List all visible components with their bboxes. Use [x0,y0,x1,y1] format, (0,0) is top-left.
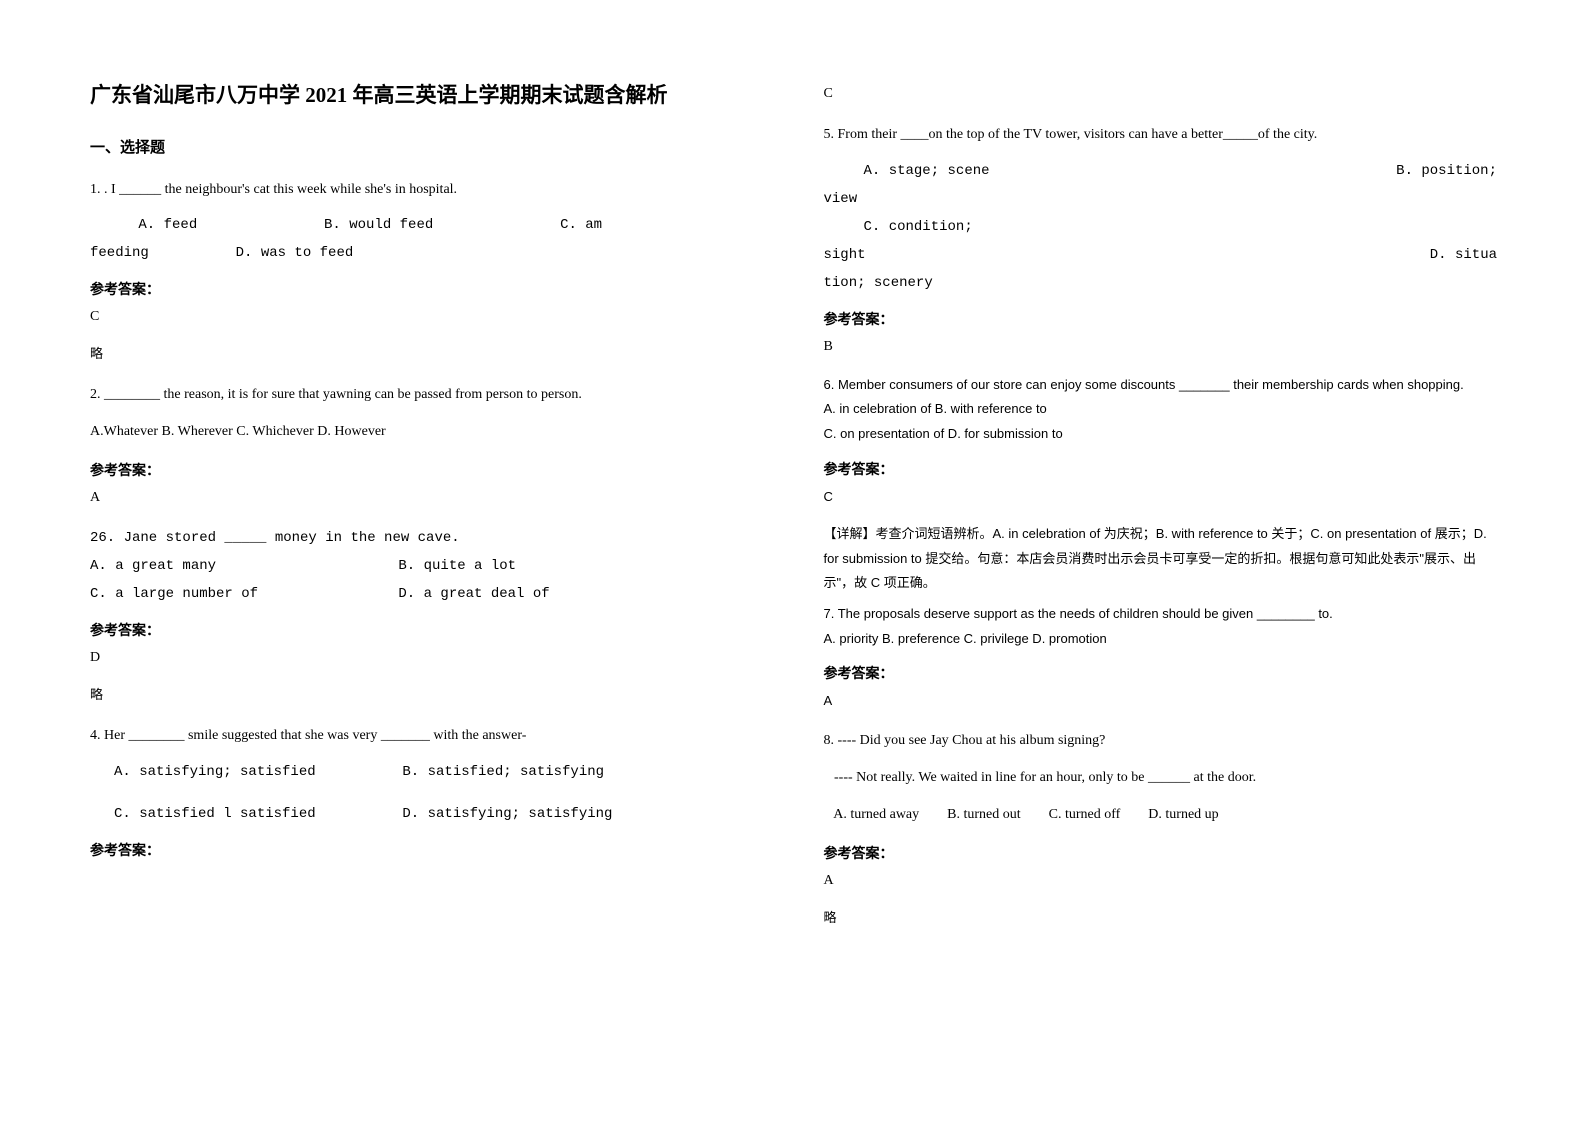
q4-answer: C [824,86,1498,102]
q5-opt-b-cont: view [824,185,1498,213]
q5-opt-c-cont: sight [824,241,866,269]
document-title: 广东省汕尾市八万中学 2021 年高三英语上学期期末试题含解析 [90,80,764,112]
answer-label: 参考答案： [90,840,764,860]
question-5: 5. From their ____on the top of the TV t… [824,120,1498,297]
q5-opt-d: D. situa [1430,241,1497,269]
q26-opts-row1: A. a great many B. quite a lot [90,552,764,580]
question-26: 26. Jane stored _____ money in the new c… [90,524,764,608]
q7-answer: A [824,693,1498,708]
q5-answer: B [824,339,1498,355]
q5-opts-row2: C. condition; [824,213,1498,241]
q5-opt-a: A. stage; scene [864,157,990,185]
question-8: 8. ---- Did you see Jay Chou at his albu… [824,726,1498,830]
q6-opts-ab: A. in celebration of B. with reference t… [824,397,1498,422]
q4-opt-c: C. satisfied l satisfied [114,800,394,828]
q8-stem-line1: 8. ---- Did you see Jay Chou at his albu… [824,726,1498,757]
answer-label: 参考答案： [824,309,1498,329]
q4-opts-row2: C. satisfied l satisfied D. satisfying; … [90,800,764,828]
q26-opt-a: A. a great many [90,552,390,580]
answer-label: 参考答案： [90,279,764,299]
q4-stem: 4. Her ________ smile suggested that she… [90,721,764,752]
q26-opts-row2: C. a large number of D. a great deal of [90,580,764,608]
omitted-text: 略 [90,343,764,362]
answer-label: 参考答案： [824,843,1498,863]
q2-options: A.Whatever B. Wherever C. Whichever D. H… [90,417,764,448]
q4-opts-row1: A. satisfying; satisfied B. satisfied; s… [90,758,764,786]
q1-opt-b: B. would feed [324,217,433,233]
q1-options-row2: feeding D. was to feed [90,239,764,267]
question-4: 4. Her ________ smile suggested that she… [90,721,764,828]
q2-stem: 2. ________ the reason, it is for sure t… [90,380,764,411]
q8-options: A. turned away B. turned out C. turned o… [824,800,1498,831]
q1-answer: C [90,309,764,325]
answer-label: 参考答案： [90,460,764,480]
q5-stem: 5. From their ____on the top of the TV t… [824,120,1498,151]
q26-stem: 26. Jane stored _____ money in the new c… [90,524,764,552]
answer-label: 参考答案： [90,620,764,640]
q5-opt-c: C. condition; [864,219,973,235]
q8-stem-line2: ---- Not really. We waited in line for a… [824,763,1498,794]
q4-opt-b: B. satisfied; satisfying [402,764,604,780]
q26-answer: D [90,650,764,666]
q5-opts-row3: sight D. situa [824,241,1498,269]
answer-label: 参考答案： [824,459,1498,479]
q1-options-row1: A. feed B. would feed C. am [90,211,764,239]
q6-answer: C [824,489,1498,504]
answer-label: 参考答案： [824,663,1498,683]
q2-answer: A [90,490,764,506]
q4-opt-d: D. satisfying; satisfying [402,806,612,822]
section-heading: 一、选择题 [90,136,764,157]
question-2: 2. ________ the reason, it is for sure t… [90,380,764,448]
question-6: 6. Member consumers of our store can enj… [824,373,1498,447]
q5-opt-d-cont: tion; scenery [824,269,1498,297]
question-7: 7. The proposals deserve support as the … [824,602,1498,651]
q26-opt-b: B. quite a lot [398,558,516,574]
left-column: 广东省汕尾市八万中学 2021 年高三英语上学期期末试题含解析 一、选择题 1.… [90,80,764,944]
q1-stem: 1. . I ______ the neighbour's cat this w… [90,175,764,206]
q5-opts-row1: A. stage; scene B. position; [824,157,1498,185]
q4-opt-a: A. satisfying; satisfied [114,758,394,786]
q6-stem: 6. Member consumers of our store can enj… [824,373,1498,398]
q1-opt-c-cont: feeding [90,245,149,261]
q26-opt-c: C. a large number of [90,580,390,608]
q5-opt-b: B. position; [1396,157,1497,185]
q7-options: A. priority B. preference C. privilege D… [824,627,1498,652]
omitted-text: 略 [90,684,764,703]
q7-stem: 7. The proposals deserve support as the … [824,602,1498,627]
q8-answer: A [824,873,1498,889]
q6-explanation: 【详解】考查介词短语辨析。A. in celebration of 为庆祝；B.… [824,522,1498,596]
question-1: 1. . I ______ the neighbour's cat this w… [90,175,764,268]
q6-opts-cd: C. on presentation of D. for submission … [824,422,1498,447]
q1-opt-d: D. was to feed [236,245,354,261]
q26-opt-d: D. a great deal of [398,586,549,602]
q1-opt-c: C. am [560,217,602,233]
right-column: C 5. From their ____on the top of the TV… [824,80,1498,944]
omitted-text: 略 [824,907,1498,926]
q1-opt-a: A. feed [138,217,197,233]
